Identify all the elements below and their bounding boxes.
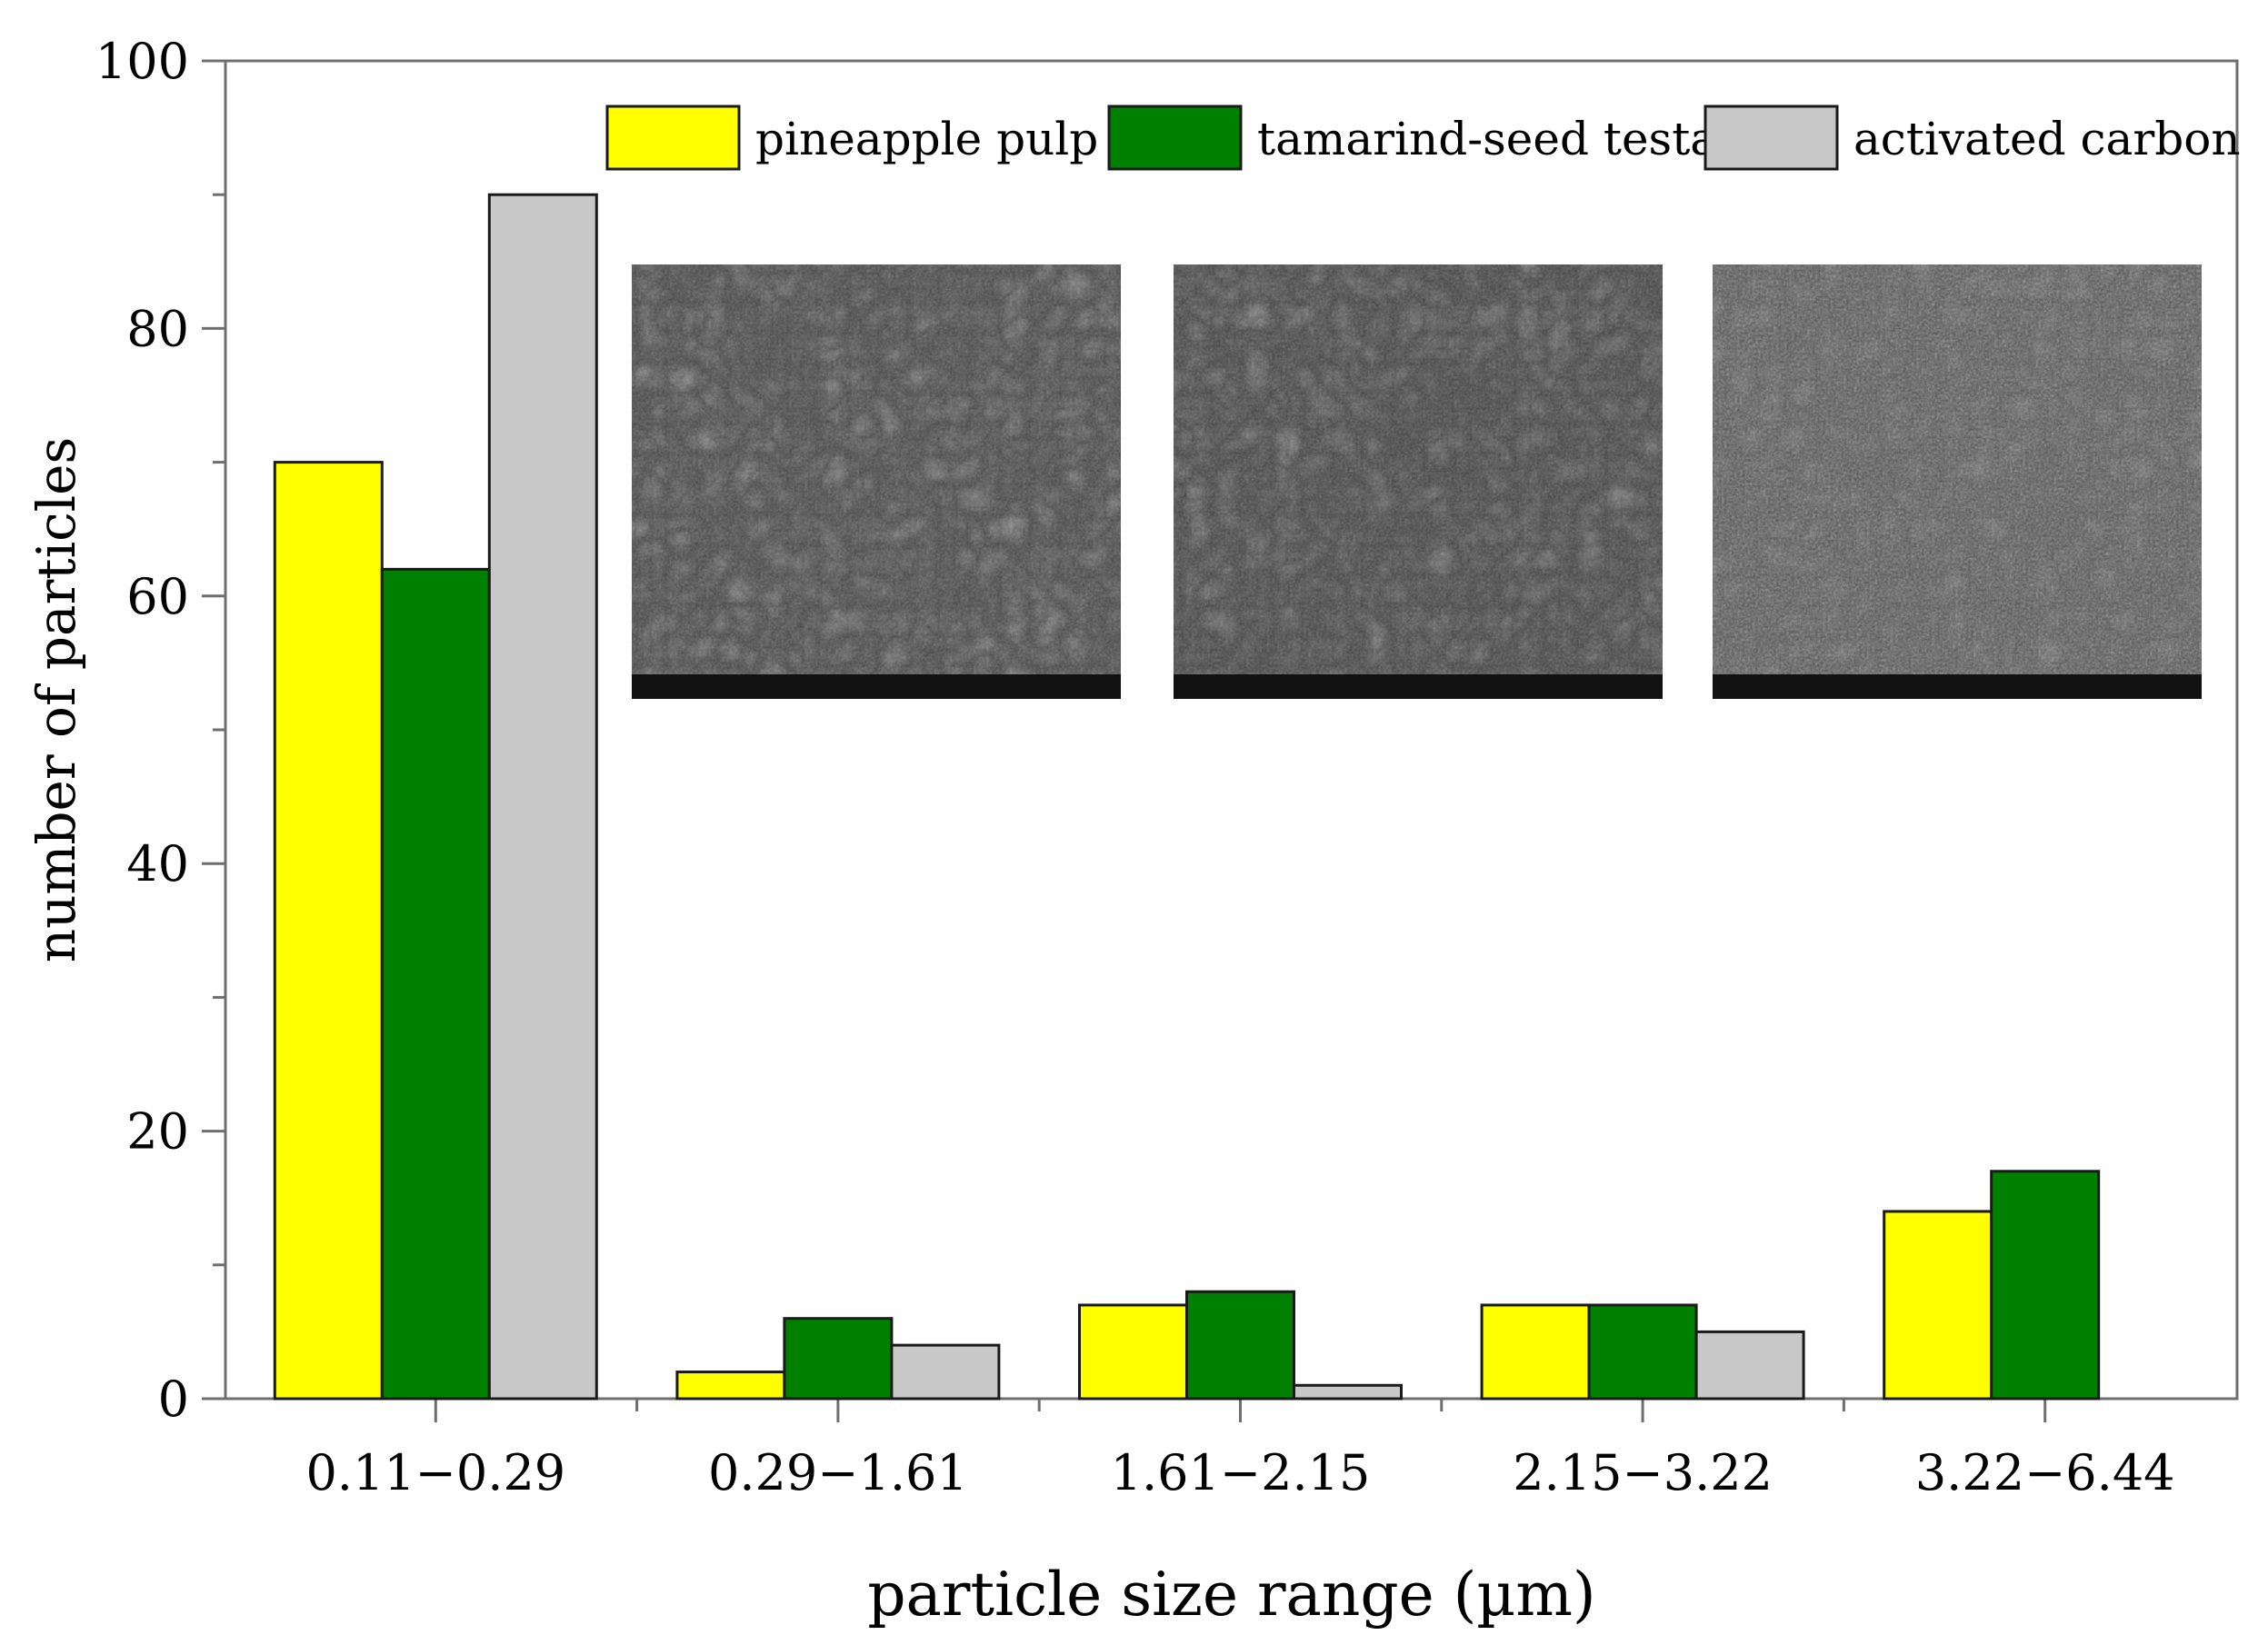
bar-tamarind-seed-testa-2 xyxy=(783,1317,894,1401)
bar-activated-carbon-4 xyxy=(1694,1330,1805,1401)
sem-micrograph-pineapple-pulp xyxy=(632,264,1121,699)
bar-pineapple-pulp-4 xyxy=(1480,1303,1591,1401)
x-tick-label-1: 0.11−0.29 xyxy=(305,1444,565,1501)
x-tick-label-2: 0.29−1.61 xyxy=(708,1444,968,1501)
bar-pineapple-pulp-2 xyxy=(675,1371,786,1401)
bar-pineapple-pulp-3 xyxy=(1078,1303,1188,1401)
bar-pineapple-pulp-5 xyxy=(1883,1210,1993,1401)
legend-label-activated-carbon: activated carbon xyxy=(1853,113,2241,165)
legend-label-pineapple-pulp: pineapple pulp xyxy=(755,113,1098,165)
legend-swatch-tamarind-seed-testa xyxy=(1107,105,1243,171)
legend-swatch-activated-carbon xyxy=(1703,105,1839,171)
legend: pineapple pulp tamarind-seed testa activat… xyxy=(605,105,2241,171)
bar-activated-carbon-2 xyxy=(890,1343,1001,1401)
x-axis-label: particle size range (µm) xyxy=(867,1560,1595,1630)
x-tick-label-4: 2.15−3.22 xyxy=(1513,1444,1773,1501)
y-tick-label-20: 20 xyxy=(126,1103,189,1161)
y-axis: 0 20 40 60 80 100 xyxy=(95,33,225,1428)
y-axis-label: number of particles xyxy=(25,437,87,963)
bar-activated-carbon-3 xyxy=(1293,1383,1403,1401)
x-axis: 0.11−0.29 0.29−1.61 1.61−2.15 2.15−3.22 3.22… xyxy=(305,1399,2175,1501)
bar-tamarind-seed-testa-5 xyxy=(1990,1170,2101,1401)
bar-pineapple-pulp-1 xyxy=(273,461,384,1401)
x-tick-label-3: 1.61−2.15 xyxy=(1111,1444,1371,1501)
sem-micrograph-activated-carbon xyxy=(1713,264,2202,699)
y-tick-label-100: 100 xyxy=(95,33,189,90)
x-tick-label-5: 3.22−6.44 xyxy=(1915,1444,2175,1501)
legend-swatch-pineapple-pulp xyxy=(605,105,741,171)
bars-group xyxy=(273,193,2101,1401)
bar-tamarind-seed-testa-4 xyxy=(1587,1303,1698,1401)
bar-tamarind-seed-testa-3 xyxy=(1185,1290,1295,1401)
y-tick-label-0: 0 xyxy=(158,1371,189,1428)
legend-label-tamarind-seed-testa: tamarind-seed testa xyxy=(1257,113,1717,165)
bar-activated-carbon-1 xyxy=(487,193,598,1401)
bar-tamarind-seed-testa-1 xyxy=(380,567,491,1401)
y-tick-label-40: 40 xyxy=(126,835,189,892)
sem-micrograph-tamarind-seed-testa xyxy=(1174,264,1663,699)
y-tick-label-60: 60 xyxy=(126,568,189,625)
y-tick-label-80: 80 xyxy=(126,300,189,357)
